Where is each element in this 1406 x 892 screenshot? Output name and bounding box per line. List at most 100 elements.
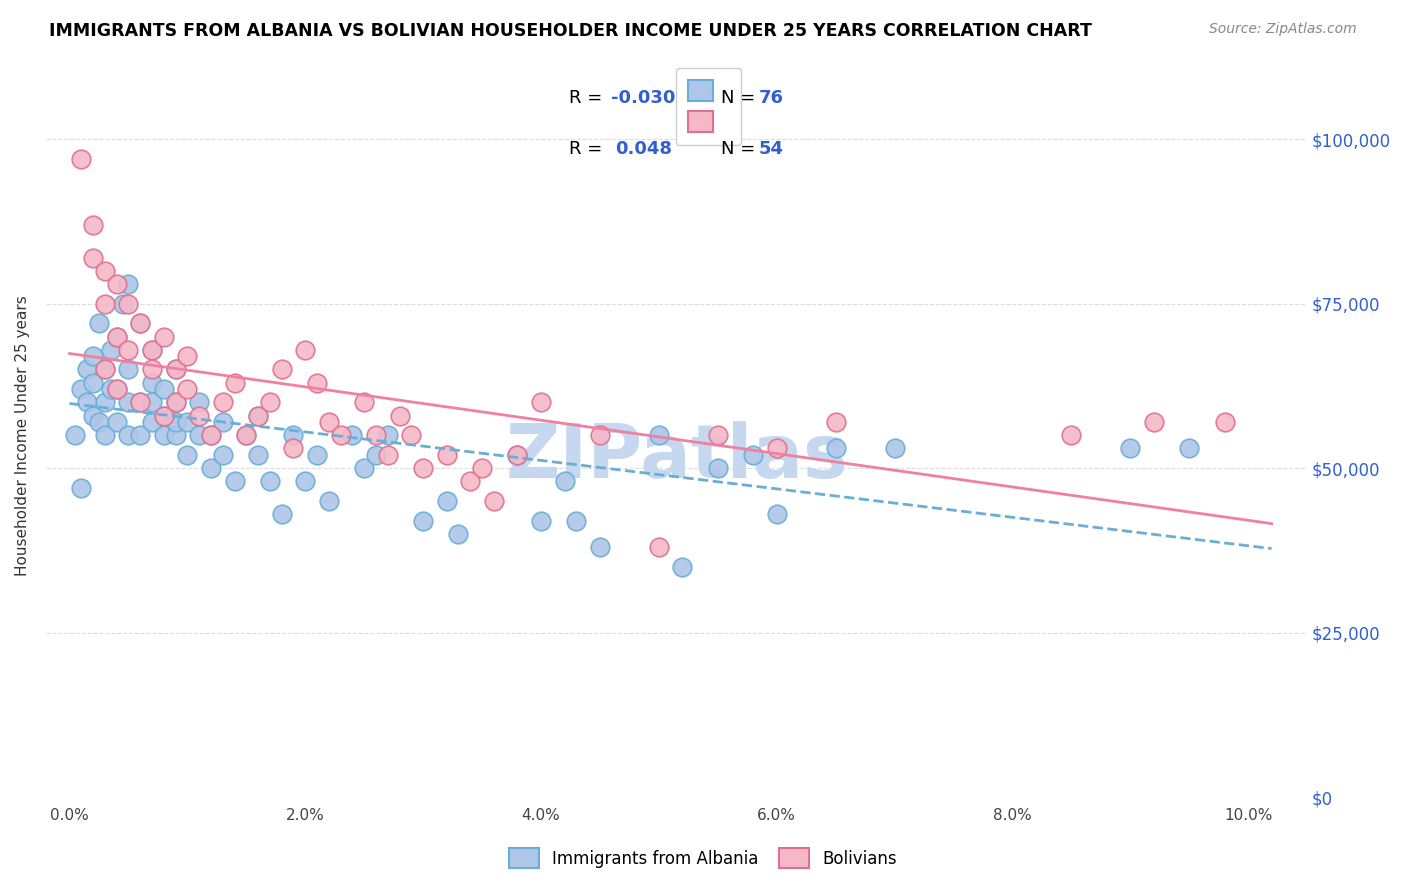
Point <box>211 415 233 429</box>
Point <box>458 475 481 489</box>
Point <box>294 343 316 357</box>
Point <box>105 382 128 396</box>
Legend: , : , <box>675 68 741 145</box>
Point <box>70 152 93 166</box>
Text: 54: 54 <box>758 140 783 158</box>
Point <box>765 508 787 522</box>
Point <box>235 428 257 442</box>
Point <box>447 527 470 541</box>
Point <box>270 508 292 522</box>
Point <box>188 409 211 423</box>
Point <box>153 409 176 423</box>
Point <box>211 448 233 462</box>
Point <box>141 415 163 429</box>
Point <box>436 448 458 462</box>
Point <box>141 343 163 357</box>
Point <box>105 329 128 343</box>
Point <box>565 514 588 528</box>
Point <box>318 494 340 508</box>
Point <box>76 395 98 409</box>
Point <box>153 382 176 396</box>
Point <box>283 428 305 442</box>
Point <box>742 448 765 462</box>
Point <box>353 461 375 475</box>
Point <box>506 448 529 462</box>
Point <box>294 475 316 489</box>
Point <box>706 428 728 442</box>
Point <box>105 277 128 291</box>
Point <box>283 442 305 456</box>
Point <box>200 428 222 442</box>
Point <box>482 494 505 508</box>
Point <box>176 382 198 396</box>
Point <box>530 395 553 409</box>
Point <box>65 428 87 442</box>
Point <box>883 442 905 456</box>
Point <box>153 409 176 423</box>
Point <box>117 362 139 376</box>
Point <box>76 362 98 376</box>
Point <box>94 362 117 376</box>
Point <box>153 428 176 442</box>
Point <box>648 428 671 442</box>
Point <box>200 428 222 442</box>
Point <box>129 395 152 409</box>
Point <box>388 409 411 423</box>
Point <box>117 428 139 442</box>
Point <box>1119 442 1142 456</box>
Point <box>188 428 211 442</box>
Point <box>165 415 187 429</box>
Point <box>100 343 122 357</box>
Point <box>153 329 176 343</box>
Point <box>211 395 233 409</box>
Text: N =: N = <box>721 89 761 107</box>
Y-axis label: Householder Income Under 25 years: Householder Income Under 25 years <box>15 295 30 575</box>
Point <box>129 317 152 331</box>
Point <box>1143 415 1166 429</box>
Point <box>259 475 281 489</box>
Point <box>530 514 553 528</box>
Point <box>87 317 110 331</box>
Text: R =: R = <box>569 140 614 158</box>
Point <box>82 218 104 232</box>
Point <box>94 296 117 310</box>
Point <box>117 343 139 357</box>
Point <box>94 362 117 376</box>
Point <box>305 448 328 462</box>
Text: 76: 76 <box>758 89 783 107</box>
Point <box>412 461 434 475</box>
Point <box>117 277 139 291</box>
Point <box>82 251 104 265</box>
Point <box>70 481 93 495</box>
Point <box>364 428 387 442</box>
Point <box>648 540 671 554</box>
Point <box>377 448 399 462</box>
Legend: Immigrants from Albania, Bolivians: Immigrants from Albania, Bolivians <box>501 839 905 877</box>
Point <box>1178 442 1201 456</box>
Point <box>377 428 399 442</box>
Point <box>706 461 728 475</box>
Point <box>117 296 139 310</box>
Point <box>111 296 134 310</box>
Point <box>141 343 163 357</box>
Text: 0.048: 0.048 <box>614 140 672 158</box>
Point <box>94 428 117 442</box>
Point <box>765 442 787 456</box>
Point <box>141 395 163 409</box>
Point <box>589 428 612 442</box>
Point <box>224 376 246 390</box>
Point <box>141 376 163 390</box>
Text: N =: N = <box>721 140 761 158</box>
Point <box>165 395 187 409</box>
Point <box>318 415 340 429</box>
Point <box>247 448 270 462</box>
Point <box>589 540 612 554</box>
Point <box>247 409 270 423</box>
Point <box>117 395 139 409</box>
Text: R =: R = <box>569 89 609 107</box>
Point <box>165 362 187 376</box>
Point <box>165 362 187 376</box>
Point <box>342 428 364 442</box>
Point <box>506 448 529 462</box>
Point <box>94 263 117 277</box>
